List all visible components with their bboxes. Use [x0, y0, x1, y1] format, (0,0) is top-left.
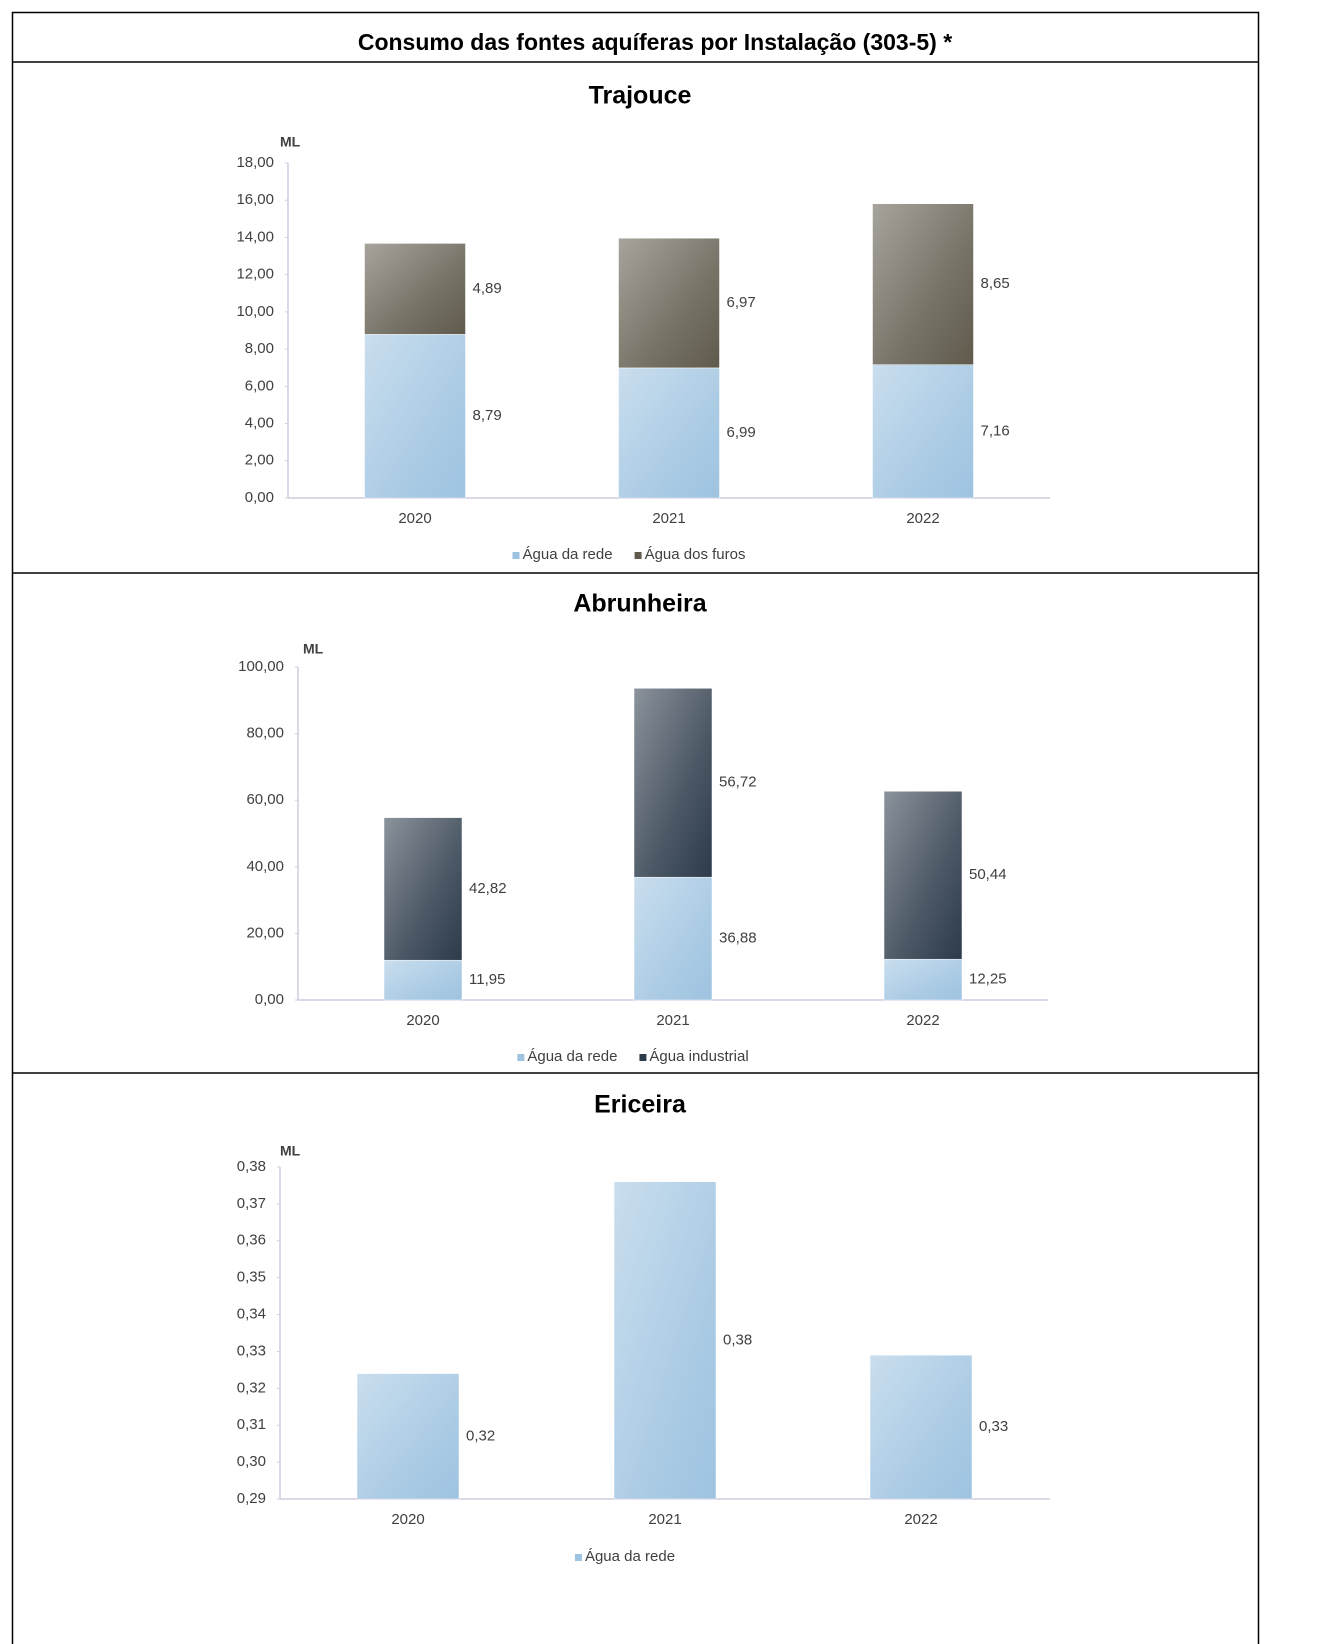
y-tick-label: 100,00 — [238, 658, 284, 675]
y-tick-label: 20,00 — [246, 924, 284, 941]
legend-marker — [517, 1054, 525, 1061]
x-tick-label: 2020 — [398, 510, 431, 527]
section-title: Abrunheira — [573, 590, 707, 618]
value-label: 6,97 — [727, 294, 756, 311]
bar — [872, 203, 974, 365]
legend-label: Água industrial — [649, 1048, 748, 1065]
value-label: 56,72 — [719, 774, 757, 791]
value-label: 6,99 — [727, 424, 756, 441]
bar — [883, 958, 963, 1001]
y-tick-label: 4,00 — [245, 415, 274, 432]
y-tick-label: 0,37 — [237, 1195, 266, 1212]
y-tick-label: 8,00 — [245, 340, 274, 357]
y-tick-label: 12,00 — [236, 266, 274, 283]
value-label: 12,25 — [969, 971, 1007, 988]
bar — [618, 367, 720, 499]
section-title: Ericeira — [594, 1091, 687, 1119]
legend-marker — [634, 552, 642, 559]
bar — [613, 1181, 717, 1500]
legend-label: Água da rede — [585, 1548, 675, 1565]
legend-marker — [639, 1054, 647, 1061]
value-label: 11,95 — [469, 971, 505, 988]
y-tick-label: 6,00 — [245, 377, 274, 394]
value-label: 4,89 — [473, 280, 502, 297]
legend-label: Água dos furos — [645, 546, 746, 563]
x-tick-label: 2021 — [652, 510, 685, 527]
x-tick-label: 2022 — [906, 1012, 939, 1029]
y-tick-label: 0,36 — [237, 1232, 266, 1249]
value-label: 0,33 — [979, 1418, 1008, 1435]
y-tick-label: 0,38 — [237, 1158, 266, 1175]
legend-label: Água da rede — [527, 1048, 617, 1065]
bar — [872, 364, 974, 499]
y-axis-label: ML — [280, 1143, 301, 1159]
y-tick-label: 0,00 — [245, 489, 274, 506]
x-tick-label: 2021 — [656, 1012, 689, 1029]
x-tick-label: 2020 — [391, 1511, 424, 1528]
y-tick-label: 14,00 — [236, 228, 274, 245]
bar — [883, 790, 963, 960]
x-tick-label: 2022 — [904, 1511, 937, 1528]
legend: Água da rede Água industrial — [517, 1048, 749, 1065]
y-tick-label: 10,00 — [236, 303, 274, 320]
y-tick-label: 18,00 — [236, 154, 274, 171]
y-tick-label: 16,00 — [236, 191, 274, 208]
value-label: 7,16 — [981, 422, 1010, 439]
y-tick-label: 0,30 — [237, 1453, 266, 1470]
y-tick-label: 0,33 — [237, 1342, 266, 1359]
value-label: 50,44 — [969, 866, 1007, 883]
bar — [364, 243, 466, 335]
value-label: 8,79 — [473, 407, 502, 424]
y-tick-label: 0,31 — [237, 1416, 266, 1433]
frame — [11, 11, 1260, 1644]
x-tick-label: 2021 — [648, 1511, 681, 1528]
bar — [383, 959, 463, 1001]
bar — [633, 876, 713, 1001]
y-tick-label: 0,35 — [237, 1269, 266, 1286]
bar — [633, 688, 713, 878]
legend-marker — [512, 552, 520, 559]
section-title: Trajouce — [589, 82, 692, 110]
value-label: 0,38 — [723, 1331, 752, 1348]
legend: Água da rede Água dos furos — [512, 546, 746, 563]
bar — [618, 237, 720, 369]
page-title: Consumo das fontes aquíferas por Instala… — [358, 29, 952, 55]
legend-marker — [574, 1554, 582, 1561]
value-label: 36,88 — [719, 930, 757, 947]
y-tick-label: 80,00 — [246, 725, 284, 742]
bar — [356, 1373, 460, 1500]
y-tick-label: 60,00 — [246, 791, 284, 808]
value-label: 42,82 — [469, 880, 507, 897]
x-tick-label: 2022 — [906, 510, 939, 527]
bar — [869, 1354, 973, 1500]
legend-label: Água da rede — [523, 546, 613, 563]
legend: Água da rede — [574, 1548, 675, 1565]
bar — [383, 817, 463, 961]
x-tick-label: 2020 — [406, 1012, 439, 1029]
y-tick-label: 40,00 — [246, 858, 284, 875]
y-tick-label: 0,32 — [237, 1379, 266, 1396]
y-axis-label: ML — [280, 134, 301, 150]
bar — [364, 334, 466, 499]
y-tick-label: 0,34 — [237, 1306, 266, 1323]
y-tick-label: 0,29 — [237, 1490, 266, 1507]
y-tick-label: 0,00 — [255, 991, 284, 1008]
value-label: 0,32 — [466, 1427, 495, 1444]
y-tick-label: 2,00 — [245, 452, 274, 469]
value-label: 8,65 — [981, 275, 1010, 292]
y-axis-label: ML — [303, 641, 324, 657]
